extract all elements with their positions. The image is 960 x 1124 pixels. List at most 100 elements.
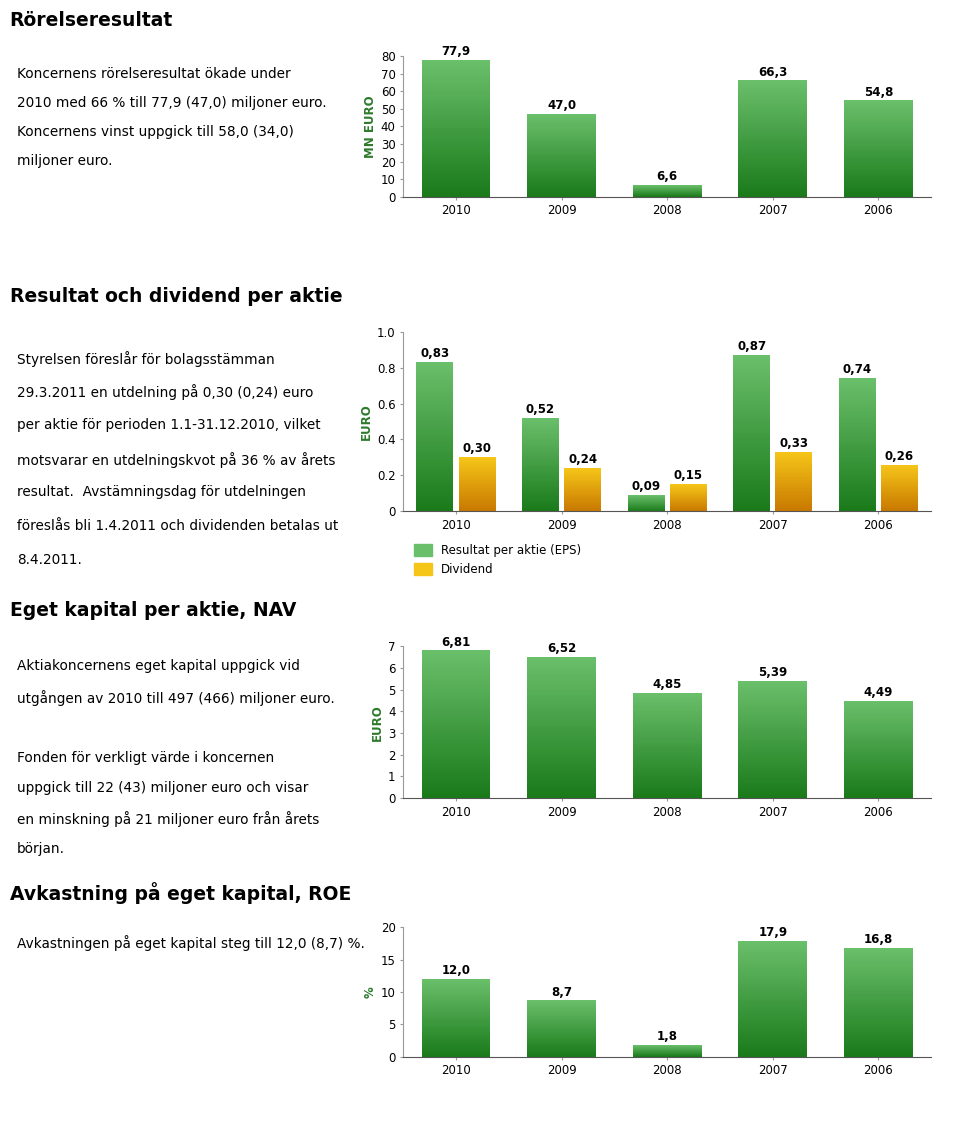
- Bar: [417, 465, 453, 466]
- Bar: [527, 692, 596, 694]
- Bar: [633, 735, 702, 736]
- Text: 8,7: 8,7: [551, 986, 572, 999]
- Bar: [633, 737, 702, 738]
- Bar: [738, 743, 807, 744]
- Bar: [417, 441, 453, 443]
- Bar: [738, 153, 807, 154]
- Bar: [421, 180, 491, 181]
- Bar: [417, 457, 453, 460]
- Bar: [421, 718, 491, 720]
- Bar: [738, 99, 807, 101]
- Bar: [844, 1025, 913, 1026]
- Bar: [844, 165, 913, 166]
- Bar: [738, 982, 807, 985]
- Bar: [844, 1022, 913, 1023]
- Bar: [738, 146, 807, 147]
- Bar: [738, 755, 807, 758]
- Bar: [733, 402, 770, 404]
- Bar: [633, 710, 702, 711]
- Text: motsvarar en utdelningskvot på 36 % av årets: motsvarar en utdelningskvot på 36 % av å…: [17, 452, 335, 468]
- Bar: [839, 474, 876, 477]
- Bar: [733, 379, 770, 380]
- Bar: [844, 758, 913, 759]
- Bar: [522, 495, 559, 496]
- Bar: [844, 764, 913, 765]
- Bar: [738, 780, 807, 782]
- Bar: [844, 128, 913, 129]
- Bar: [738, 165, 807, 166]
- Bar: [844, 1012, 913, 1013]
- Bar: [633, 707, 702, 708]
- Bar: [421, 178, 491, 180]
- Bar: [839, 455, 876, 456]
- Bar: [421, 147, 491, 148]
- Bar: [738, 791, 807, 792]
- Bar: [421, 163, 491, 164]
- Bar: [844, 108, 913, 109]
- Bar: [733, 372, 770, 374]
- Bar: [738, 1046, 807, 1048]
- Bar: [738, 792, 807, 794]
- Bar: [733, 365, 770, 366]
- Bar: [738, 136, 807, 137]
- Bar: [633, 749, 702, 750]
- Bar: [844, 1042, 913, 1043]
- Bar: [421, 741, 491, 743]
- Bar: [844, 779, 913, 780]
- Bar: [839, 469, 876, 470]
- Bar: [738, 782, 807, 783]
- Bar: [844, 792, 913, 794]
- Bar: [738, 706, 807, 707]
- Bar: [733, 366, 770, 369]
- Bar: [839, 408, 876, 410]
- Bar: [421, 755, 491, 758]
- Bar: [738, 728, 807, 729]
- Bar: [738, 691, 807, 692]
- Bar: [527, 659, 596, 660]
- Bar: [522, 444, 559, 445]
- Bar: [738, 188, 807, 190]
- Bar: [738, 1035, 807, 1036]
- Bar: [844, 727, 913, 728]
- Bar: [844, 796, 913, 797]
- Bar: [844, 184, 913, 185]
- Bar: [733, 388, 770, 390]
- Bar: [844, 765, 913, 767]
- Bar: [733, 459, 770, 461]
- Bar: [733, 451, 770, 453]
- Bar: [738, 1050, 807, 1051]
- Bar: [738, 1016, 807, 1017]
- Bar: [738, 123, 807, 124]
- Bar: [527, 776, 596, 777]
- Bar: [417, 373, 453, 375]
- Bar: [417, 502, 453, 504]
- Text: 66,3: 66,3: [758, 65, 787, 79]
- Bar: [738, 731, 807, 733]
- Bar: [633, 719, 702, 720]
- Bar: [839, 453, 876, 455]
- Text: miljoner euro.: miljoner euro.: [17, 154, 112, 169]
- Bar: [738, 795, 807, 797]
- Bar: [844, 196, 913, 197]
- Bar: [738, 710, 807, 711]
- Bar: [844, 1026, 913, 1028]
- Bar: [522, 479, 559, 480]
- Bar: [421, 184, 491, 187]
- Bar: [417, 422, 453, 424]
- Bar: [733, 377, 770, 379]
- Bar: [633, 767, 702, 768]
- Bar: [839, 487, 876, 488]
- Bar: [738, 171, 807, 172]
- Bar: [844, 144, 913, 145]
- Bar: [421, 109, 491, 111]
- Bar: [417, 426, 453, 427]
- Bar: [844, 158, 913, 160]
- Bar: [844, 1032, 913, 1033]
- Bar: [417, 452, 453, 454]
- Bar: [421, 774, 491, 776]
- Bar: [522, 433, 559, 434]
- Bar: [527, 680, 596, 681]
- Bar: [421, 660, 491, 662]
- Bar: [738, 87, 807, 88]
- Bar: [738, 191, 807, 192]
